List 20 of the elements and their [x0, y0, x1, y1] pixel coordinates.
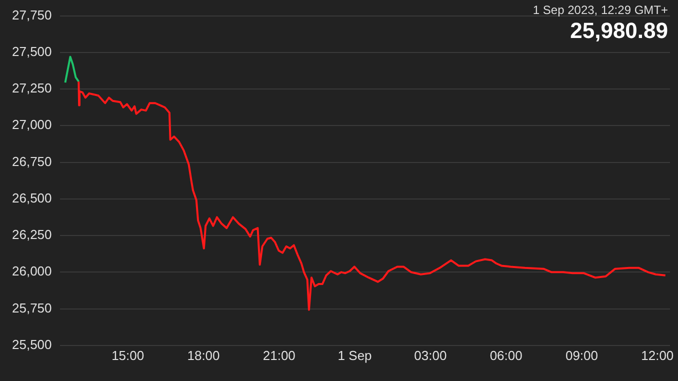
x-tick-label: 03:00 [414, 348, 447, 363]
x-tick-label: 06:00 [490, 348, 522, 363]
y-tick-label: 27,250 [12, 80, 52, 96]
annotation: 1 Sep 2023, 12:29 GMT+ [532, 2, 668, 18]
y-tick-label: 26,250 [12, 227, 52, 242]
x-tick-label: 12:00 [641, 348, 674, 363]
x-tick-label: 1 Sep [338, 348, 372, 363]
y-tick-label: 26,000 [12, 264, 52, 279]
x-tick-label: 21:00 [262, 348, 296, 363]
y-tick-label: 26,500 [12, 190, 52, 206]
y-tick-label: 27,750 [12, 7, 52, 22]
x-tick-label: 09:00 [565, 348, 598, 363]
y-tick-label: 27,000 [12, 117, 52, 132]
x-tick-label: 15:00 [112, 348, 144, 363]
y-tick-label: 26,750 [12, 154, 52, 169]
y-tick-label: 27,500 [12, 44, 52, 59]
x-tick-label: 18:00 [187, 348, 220, 363]
y-tick-label: 25,750 [12, 300, 52, 316]
annotation: 25,980.89 [569, 18, 668, 44]
y-tick-label: 25,500 [12, 336, 52, 352]
